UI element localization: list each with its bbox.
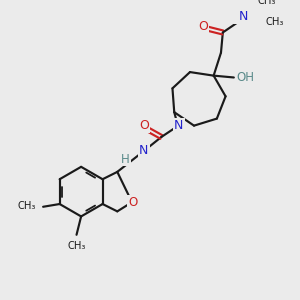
- Text: N: N: [139, 144, 148, 157]
- Text: N: N: [174, 118, 184, 131]
- Text: O: O: [139, 119, 149, 133]
- Text: O: O: [199, 20, 208, 32]
- Text: CH₃: CH₃: [17, 201, 36, 211]
- Text: CH₃: CH₃: [258, 0, 276, 6]
- Text: N: N: [238, 11, 248, 23]
- Text: CH₃: CH₃: [265, 17, 284, 27]
- Text: CH₃: CH₃: [67, 241, 86, 251]
- Text: OH: OH: [237, 71, 255, 84]
- Text: O: O: [128, 196, 137, 209]
- Text: H: H: [121, 152, 130, 166]
